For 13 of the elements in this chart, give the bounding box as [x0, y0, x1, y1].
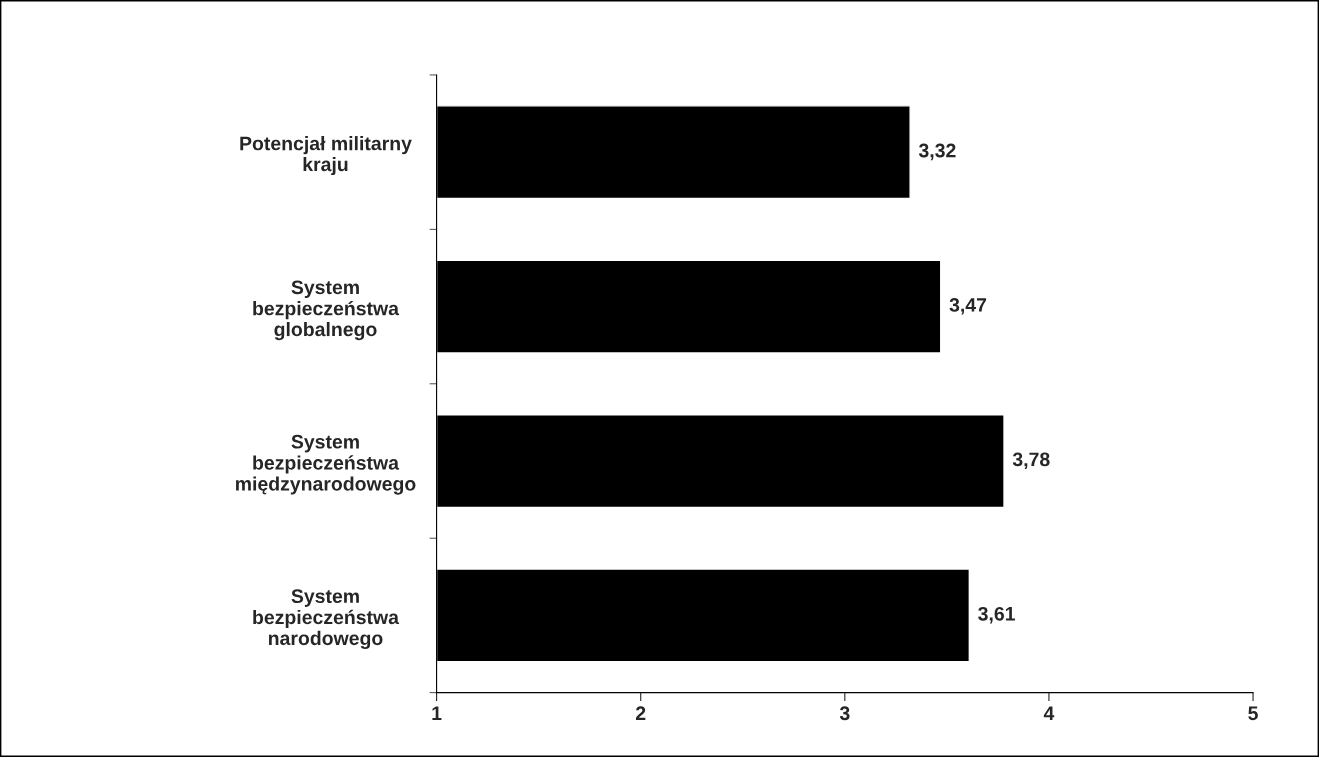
data-label: 3,61: [978, 606, 1015, 624]
x-tick-label: 2: [635, 706, 646, 720]
data-label: 3,47: [949, 298, 987, 315]
x-tick-label: 5: [1248, 706, 1258, 721]
data-label: 3,32: [918, 143, 956, 161]
data-label: 3,78: [1012, 452, 1050, 470]
y-tick-label: System bezpieczeństwa międzynarodowego: [236, 434, 416, 495]
y-tick-label: Potencjał militarny kraju: [240, 136, 412, 176]
x-tick-label: 3: [839, 706, 850, 721]
x-tick-label: 4: [1043, 706, 1055, 720]
y-tick-label: System bezpieczeństwa narodowego: [253, 589, 400, 650]
x-tick-label: 1: [432, 706, 442, 720]
y-tick-label: System bezpieczeństwa globalnego: [253, 280, 400, 341]
